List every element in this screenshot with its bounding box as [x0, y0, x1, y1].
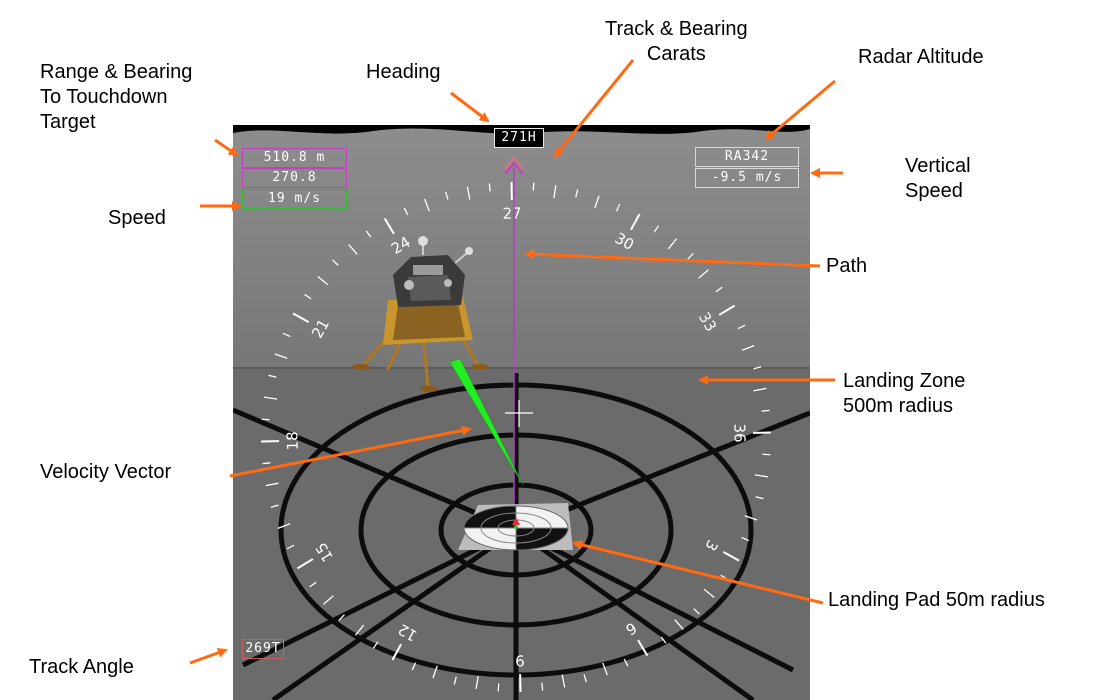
compass-tick: [637, 639, 649, 657]
compass-tick: [304, 293, 312, 300]
compass-tick: [698, 269, 709, 279]
compass-label: 36: [730, 423, 748, 442]
compass-tick: [264, 396, 278, 400]
compass-tick: [277, 523, 291, 529]
path-label: Path: [826, 255, 868, 277]
velocity-vector: [449, 358, 524, 486]
compass-tick: [432, 665, 438, 679]
landing-pad-label: Landing Pad 50m radius: [828, 589, 1045, 611]
velocity-vector-label: Velocity Vector: [40, 461, 172, 483]
compass-tick: [660, 636, 667, 644]
compass-tick: [265, 482, 279, 487]
compass-label: 27: [502, 204, 521, 222]
track-bearing-carats: [504, 156, 524, 175]
range-bearing-label: Range & Bearing To Touchdown Target: [40, 61, 193, 133]
compass-tick: [411, 662, 417, 671]
compass-tick: [292, 312, 310, 323]
track-angle-arrow: [189, 648, 228, 665]
compass-tick: [445, 191, 449, 200]
compass-tick: [268, 374, 277, 378]
compass-tick: [488, 183, 491, 192]
compass-tick: [755, 496, 764, 500]
compass-tick: [718, 304, 736, 316]
compass-tick: [286, 544, 295, 550]
compass-tick: [583, 674, 587, 683]
track-carats-label: Track & Bearing Carats: [605, 18, 748, 65]
vertical-speed-label: Vertical Speed: [905, 155, 971, 202]
compass-tick: [753, 366, 762, 370]
compass-tick: [553, 185, 557, 199]
compass-tick: [715, 286, 723, 293]
compass-tick: [466, 186, 471, 200]
radar-altitude-readout: RA342: [695, 147, 799, 167]
compass-tick: [653, 225, 660, 233]
speed-readout: 19 m/s: [242, 189, 347, 209]
compass-tick: [475, 675, 479, 689]
compass-tick: [754, 474, 768, 478]
heading-arrow: [450, 91, 490, 123]
compass-tick: [693, 608, 700, 615]
landing-pad: [458, 503, 573, 551]
track-angle-label: Track Angle: [29, 656, 134, 678]
compass-tick: [497, 683, 500, 692]
compass-tick: [391, 643, 402, 661]
compass-tick: [261, 418, 270, 421]
radar-altitude-label: Radar Altitude: [858, 46, 984, 68]
compass-tick: [270, 504, 279, 508]
compass-tick: [615, 203, 621, 212]
compass-tick: [323, 595, 334, 605]
compass-tick: [348, 244, 358, 255]
compass-tick: [667, 238, 677, 250]
compass-tick: [575, 189, 579, 198]
landing-zone-label: Landing Zone 500m radius: [843, 370, 966, 417]
lunar-module: [352, 236, 489, 392]
horizon-hills: [233, 128, 810, 370]
track-angle-readout: 269T: [242, 639, 284, 659]
compass-tick: [332, 259, 339, 266]
compass-tick: [355, 624, 365, 636]
compass-tick: [753, 387, 767, 392]
compass-tick: [630, 213, 641, 231]
heading-readout: 271H: [494, 128, 544, 148]
compass-tick: [317, 276, 329, 286]
speed-label: Speed: [108, 207, 166, 229]
crosshair: [505, 400, 533, 427]
compass-label: 9: [515, 651, 525, 669]
compass-tick: [561, 674, 566, 688]
compass-tick: [674, 619, 684, 630]
compass-tick: [309, 581, 317, 588]
compass-tick: [602, 662, 608, 676]
range-readout: 510.8 m: [242, 148, 347, 168]
compass-tick: [403, 207, 409, 216]
compass-tick: [762, 453, 771, 456]
compass-tick: [532, 182, 535, 191]
compass-tick: [541, 682, 544, 691]
compass-tick: [737, 324, 746, 330]
compass-tick: [282, 332, 291, 338]
compass-tick: [744, 515, 758, 521]
compass-tick: [383, 217, 395, 235]
compass-tick: [296, 558, 314, 570]
bearing-readout: 270.8: [242, 168, 347, 188]
compass-tick: [761, 409, 770, 412]
compass-tick: [262, 462, 271, 465]
compass-tick: [365, 230, 372, 238]
compass-label: 18: [283, 431, 301, 450]
compass-tick: [274, 353, 288, 359]
compass-tick: [453, 676, 457, 685]
compass-tick: [623, 658, 629, 667]
compass-tick: [338, 614, 345, 621]
compass-tick: [372, 641, 379, 649]
heading-label: Heading: [366, 61, 441, 83]
compass-tick: [594, 195, 600, 209]
compass-tick: [424, 198, 430, 212]
vertical-speed-readout: -9.5 m/s: [695, 168, 799, 188]
compass-tick: [741, 536, 750, 542]
compass-tick: [741, 345, 755, 351]
